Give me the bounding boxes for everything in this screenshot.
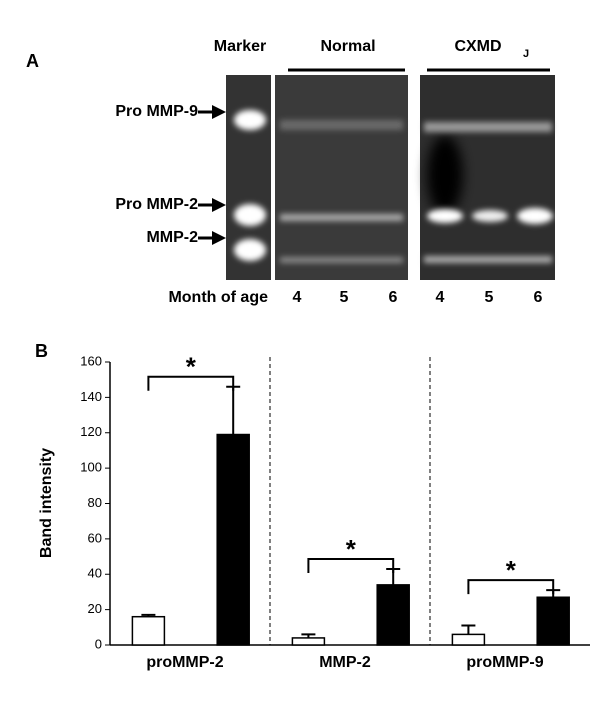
x-tick-label: proMMP-2 [146, 654, 223, 671]
error-bar [461, 624, 476, 635]
significance-bracket [147, 375, 235, 391]
gel-band [472, 210, 508, 222]
y-tick-label: 100 [80, 460, 102, 475]
y-tick-label: 80 [88, 495, 102, 510]
panel-label: B [35, 341, 48, 361]
gel-band [280, 257, 403, 263]
y-tick-label: 120 [80, 424, 102, 439]
bar [291, 637, 326, 646]
significance-mark: * [186, 352, 197, 382]
x-tick-label: proMMP-9 [466, 654, 543, 671]
month: 4 [293, 289, 302, 306]
significance-mark: * [506, 555, 517, 585]
band-arrows: Pro MMP-9 Pro MMP-2 MMP-2 [115, 103, 226, 246]
month: 5 [485, 289, 494, 306]
gel-band [234, 239, 266, 261]
arrow-head [212, 231, 226, 245]
gel-band [427, 209, 463, 223]
bar-chart: B Band intensity 0 20 40 60 80 100 120 140 160 pr… [35, 341, 590, 671]
significance-mark: * [346, 534, 357, 564]
cxmd-label: CXMD [454, 38, 501, 55]
bar [451, 633, 486, 646]
arrow-head [212, 105, 226, 119]
y-axis-title: Band intensity [38, 448, 55, 558]
band-label: Pro MMP-9 [115, 103, 198, 120]
bar [131, 615, 166, 646]
error-bar [301, 633, 316, 638]
cxmd-subscript: J [523, 48, 529, 60]
month: 6 [389, 289, 398, 306]
gel-band [424, 256, 552, 263]
error-bar [226, 385, 241, 435]
arrow-head [212, 198, 226, 212]
gel-band [234, 110, 266, 130]
y-tick-label: 20 [88, 601, 102, 616]
gel-shadow [427, 135, 463, 215]
y-tick-label: 0 [95, 636, 102, 651]
band-label: MMP-2 [146, 229, 198, 246]
bar [536, 596, 570, 646]
month: 5 [340, 289, 349, 306]
gel-band [280, 214, 403, 221]
gel-band [424, 122, 552, 132]
significance-bracket [307, 557, 395, 573]
x-tick-label: MMP-2 [319, 654, 371, 671]
bar [376, 584, 410, 646]
gel-band [280, 120, 403, 130]
gel-band [517, 208, 553, 224]
error-bar [141, 613, 156, 617]
significance-bracket [467, 579, 555, 595]
y-tick-label: 140 [80, 389, 102, 404]
bar [216, 433, 250, 646]
marker-label: Marker [214, 38, 266, 55]
panel-label: A [26, 51, 39, 71]
normal-label: Normal [320, 38, 375, 55]
y-tick-label: 160 [80, 353, 102, 368]
month-label: Month of age [168, 289, 268, 306]
y-tick-label: 40 [88, 566, 102, 581]
y-tick-label: 60 [88, 530, 102, 545]
normal-gel [275, 75, 408, 280]
month: 6 [534, 289, 543, 306]
gel-band [234, 204, 266, 226]
months: 4 5 6 4 5 6 [293, 289, 543, 306]
month: 4 [436, 289, 445, 306]
band-label: Pro MMP-2 [115, 196, 198, 213]
